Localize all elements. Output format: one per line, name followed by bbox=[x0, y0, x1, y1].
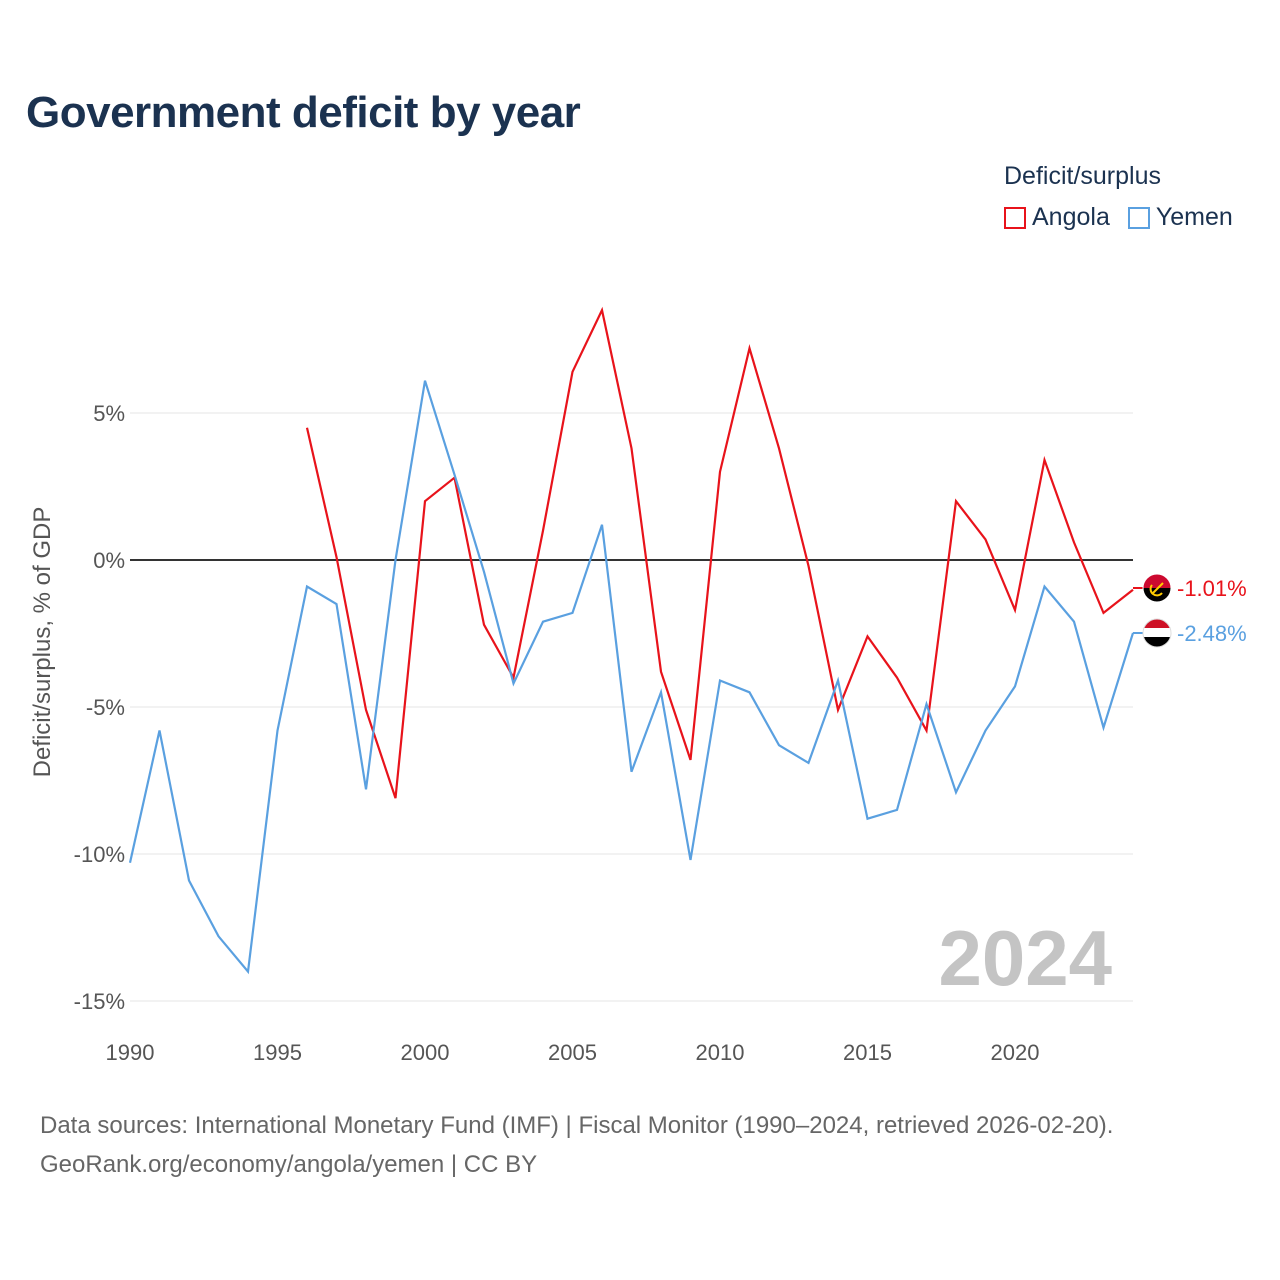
legend-item-angola[interactable]: Angola bbox=[1004, 203, 1110, 232]
y-tick-label: -10% bbox=[74, 842, 125, 867]
x-tick-label: 1990 bbox=[106, 1040, 155, 1065]
x-tick-label: 1995 bbox=[253, 1040, 302, 1065]
footer-url[interactable]: GeoRank.org/economy/angola/yemen | CC BY bbox=[40, 1151, 538, 1178]
legend-item-yemen[interactable]: Yemen bbox=[1127, 203, 1233, 232]
legend-swatch-yemen bbox=[1127, 206, 1150, 229]
y-axis-label: Deficit/surplus, % of GDP bbox=[29, 507, 56, 778]
x-tick-label: 2015 bbox=[843, 1040, 892, 1065]
x-tick-label: 2020 bbox=[991, 1040, 1040, 1065]
angola-flag-icon bbox=[1142, 573, 1172, 603]
footer-sources: Data sources: International Monetary Fun… bbox=[40, 1112, 1114, 1139]
y-tick-label: 0% bbox=[93, 548, 125, 573]
legend-title: Deficit/surplus bbox=[1004, 162, 1161, 190]
y-tick-label: 5% bbox=[93, 401, 125, 426]
legend-swatch-angola bbox=[1004, 206, 1026, 229]
x-tick-label: 2000 bbox=[401, 1040, 450, 1065]
footer: Data sources: International Monetary Fun… bbox=[40, 1106, 1113, 1184]
series-line-angola[interactable] bbox=[305, 306, 1134, 799]
legend-label-yemen: Yemen bbox=[1155, 203, 1233, 231]
yemen-end-label: -2.48% bbox=[1177, 621, 1247, 646]
angola-end-label: -1.01% bbox=[1177, 576, 1247, 601]
chart-title: Government deficit by year bbox=[26, 88, 581, 137]
x-tick-label: 2010 bbox=[696, 1040, 745, 1065]
y-tick-label: -15% bbox=[74, 989, 125, 1014]
x-tick-label: 2005 bbox=[548, 1040, 597, 1065]
legend: Deficit/surplus Angola Yemen bbox=[1004, 162, 1233, 232]
series-line-yemen[interactable] bbox=[128, 380, 1135, 975]
current-year-watermark: 2024 bbox=[938, 914, 1112, 1002]
y-tick-label: -5% bbox=[86, 695, 125, 720]
legend-label-angola: Angola bbox=[1032, 203, 1110, 231]
yemen-flag-icon bbox=[1142, 618, 1172, 648]
